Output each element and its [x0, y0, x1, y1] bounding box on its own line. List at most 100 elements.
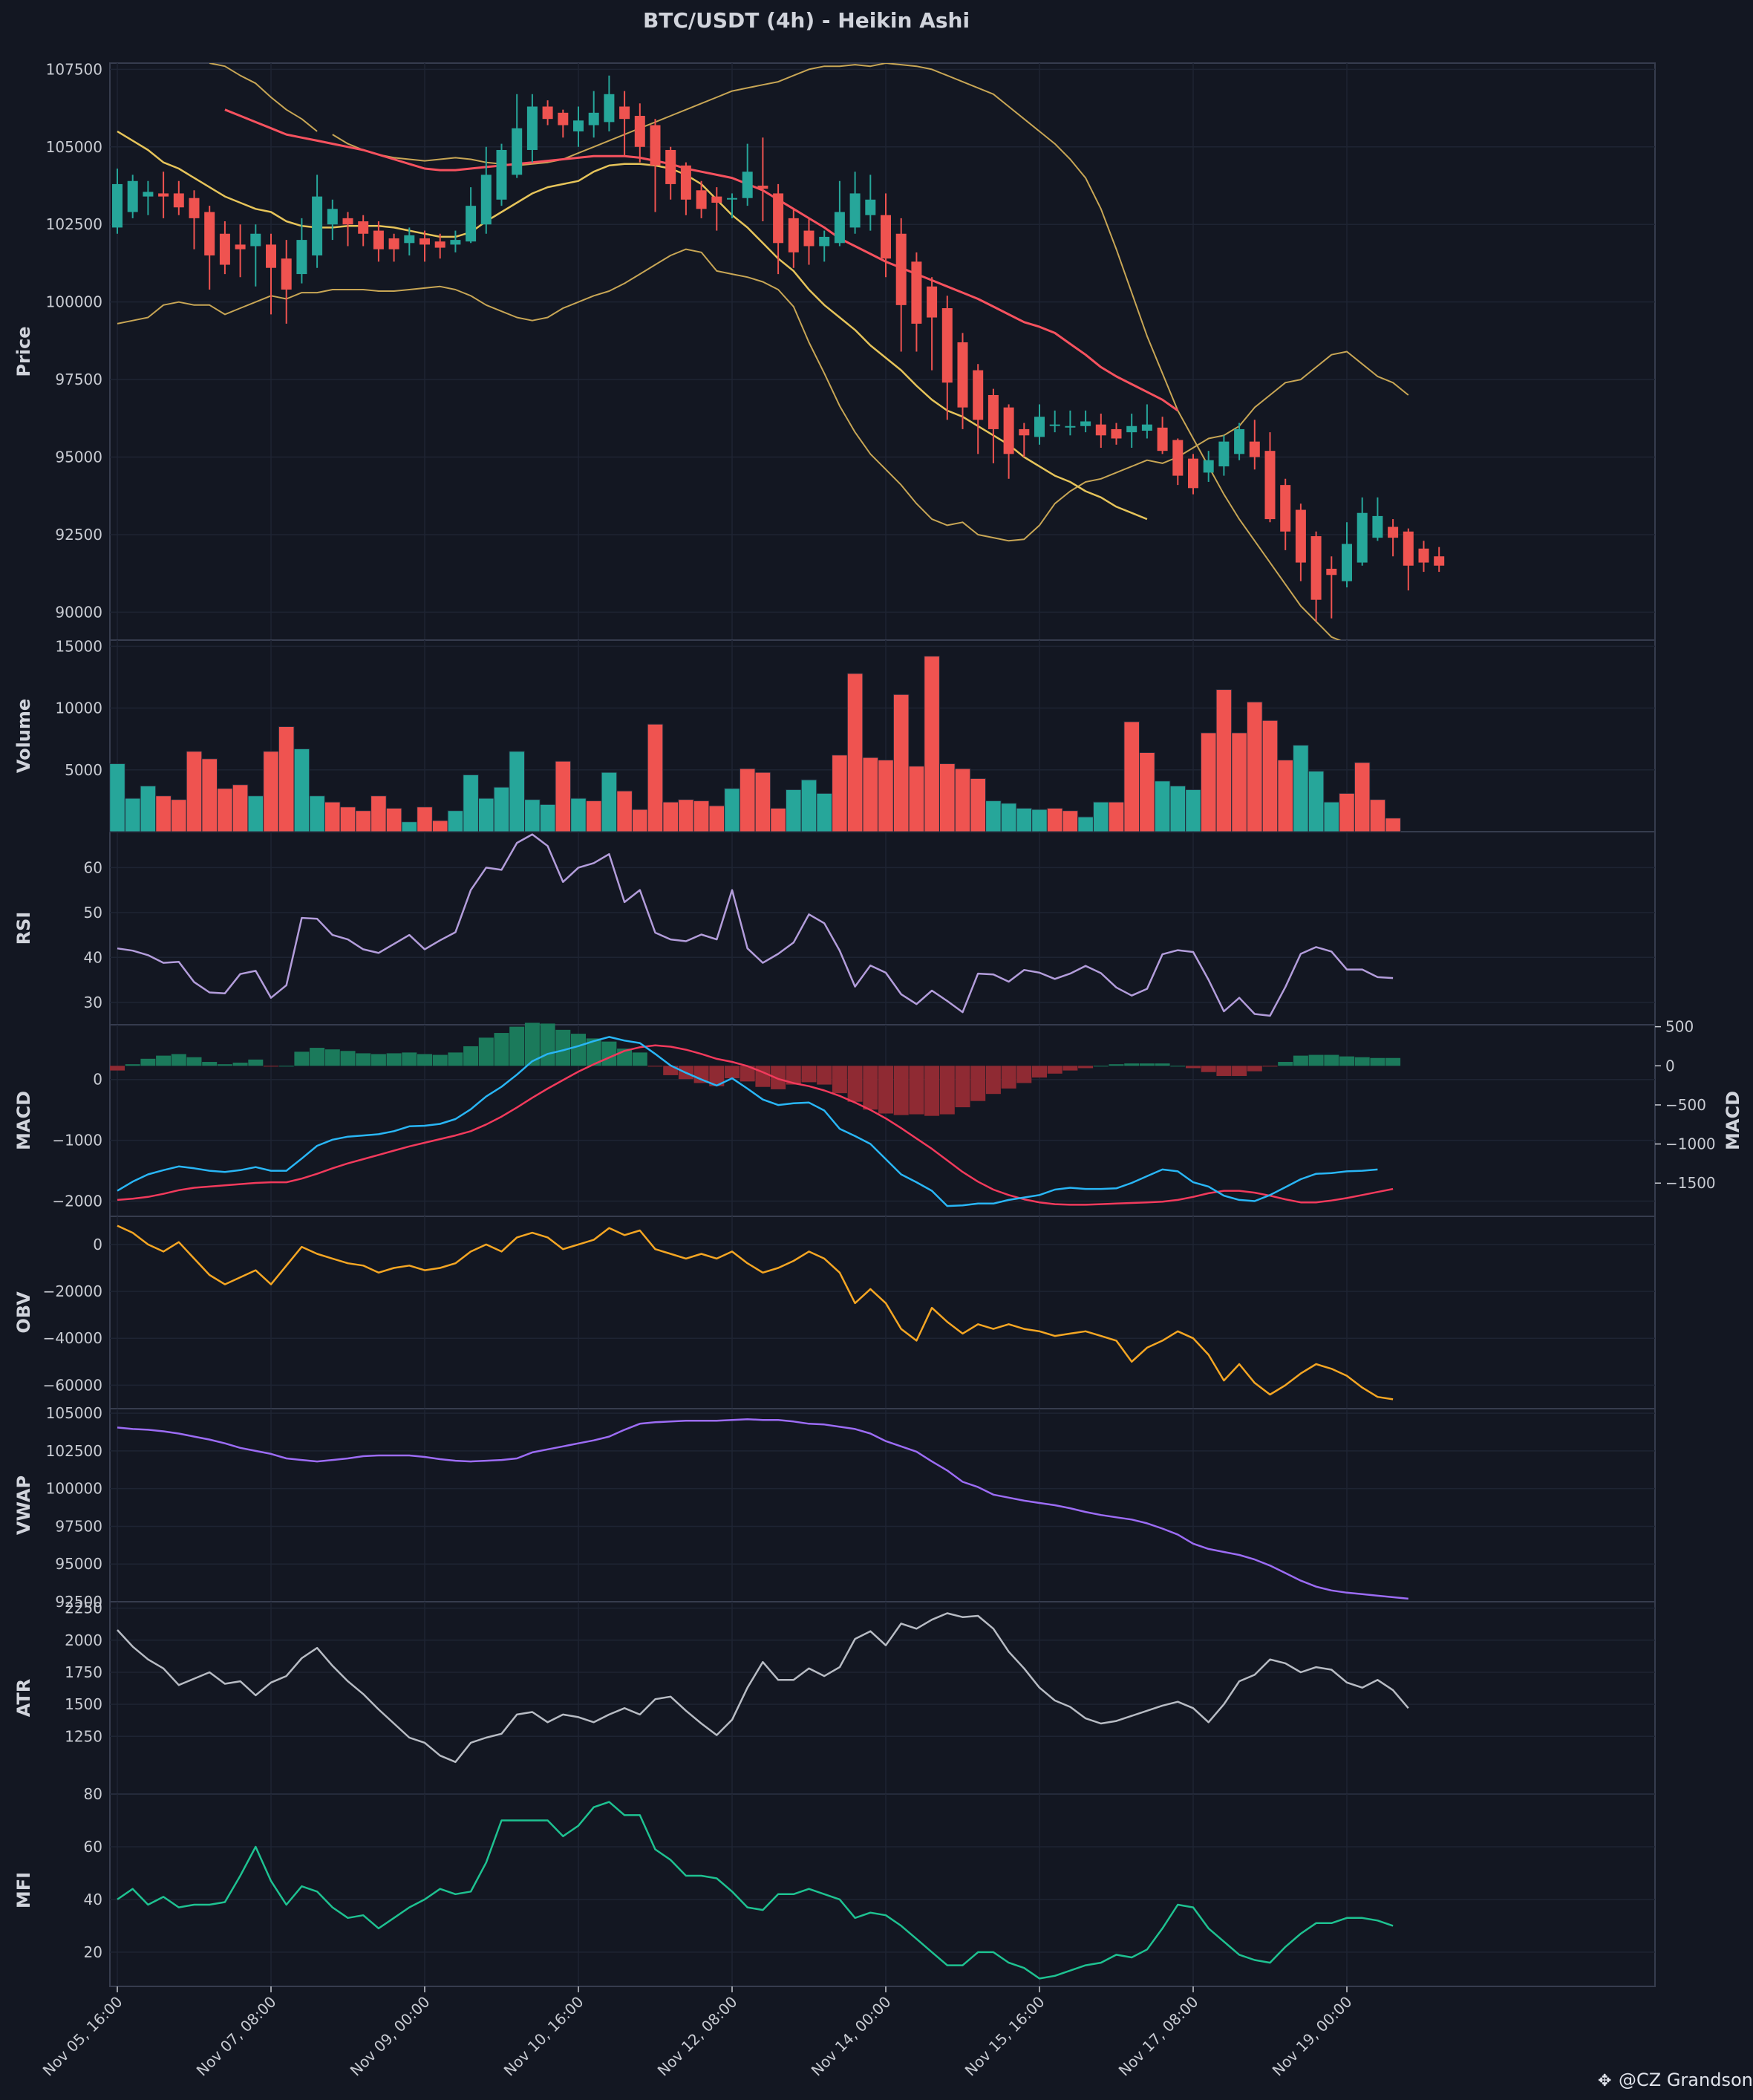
volume-bar	[1108, 801, 1125, 832]
candle-body	[420, 238, 430, 245]
candle-body	[1280, 485, 1291, 532]
candle-body	[773, 193, 784, 244]
volume-bar	[339, 806, 356, 832]
candle-body	[1141, 424, 1152, 431]
macd-hist-bar	[755, 1066, 771, 1087]
candle-body	[1357, 512, 1368, 563]
candle-body	[742, 172, 753, 198]
macd-hist-bar	[494, 1033, 509, 1066]
vwap-ytick-label: 105000	[46, 1404, 102, 1422]
volume-bar	[417, 806, 433, 832]
volume-bar	[1261, 720, 1279, 832]
macd-hist-bar	[924, 1066, 940, 1116]
volume-bar	[770, 807, 786, 832]
candle-body	[1203, 460, 1214, 473]
volume-bar	[662, 801, 679, 832]
macd-hist-bar	[801, 1066, 817, 1083]
price-ytick-label: 97500	[55, 371, 102, 388]
volume-bar	[970, 777, 987, 832]
volume-bar	[647, 723, 664, 832]
macd-hist-bar	[356, 1053, 371, 1066]
volume-bar	[124, 798, 141, 832]
macd-hist-bar	[832, 1066, 847, 1094]
volume-bar	[201, 758, 218, 832]
macd-right-ylabel: MACD	[1723, 1091, 1743, 1150]
candle-body	[680, 165, 691, 200]
candle-body	[127, 180, 138, 212]
candle-body	[358, 221, 369, 234]
price-ytick-label: 95000	[55, 449, 102, 466]
macd-right-tick-label: 0	[1665, 1057, 1675, 1075]
candle-body	[450, 240, 461, 245]
candle-body	[1234, 428, 1245, 454]
candle-body	[711, 196, 722, 203]
vwap-ytick-label: 100000	[46, 1480, 102, 1498]
candle-body	[881, 215, 891, 259]
rsi-ytick-label: 40	[84, 948, 102, 966]
candle-body	[1003, 407, 1014, 454]
atr-panel: 1250 1500 1750 2000 2250 ATR	[13, 1600, 1656, 1795]
candle-body	[1403, 531, 1414, 566]
candle-body	[266, 244, 276, 268]
candle-body	[1264, 451, 1276, 520]
macd-hist-bar	[370, 1054, 386, 1066]
volume-bar	[954, 768, 971, 832]
candle-body	[542, 106, 553, 120]
volume-bar	[263, 751, 279, 832]
candle-body	[619, 106, 630, 120]
candle-body	[911, 261, 922, 324]
volume-bar	[431, 820, 448, 832]
volume-bar	[401, 821, 418, 832]
macd-panel: −2000 −1000 0 MACD	[13, 1024, 1656, 1217]
macd-hist-bar	[632, 1052, 647, 1066]
watermark: ✥ @CZ Grandson	[1598, 2070, 1753, 2090]
volume-bar	[509, 751, 526, 832]
volume-bar	[1354, 762, 1371, 832]
candle-body	[404, 235, 415, 244]
macd-hist-bar	[939, 1066, 955, 1115]
volume-bar	[324, 801, 341, 832]
volume-bar	[585, 800, 602, 832]
macd-hist-bar	[417, 1054, 432, 1066]
mfi-line	[117, 1801, 1394, 1980]
volume-bar	[1139, 751, 1155, 832]
volume-bar	[493, 786, 510, 832]
panels-layer: 9000092500950009750010000010250010500010…	[13, 60, 1743, 1987]
volume-bar	[247, 795, 264, 832]
macd-hist-bar	[1293, 1055, 1308, 1066]
macd-hist-bar	[140, 1058, 156, 1066]
macd-hist-bar	[893, 1066, 909, 1115]
candle-body	[1126, 425, 1137, 433]
macd-hist-bar	[878, 1066, 893, 1114]
volume-bar	[1185, 789, 1201, 832]
macd-hist-bar	[863, 1066, 878, 1110]
macd-right-tick-label: −1500	[1665, 1174, 1716, 1192]
candle-body	[173, 193, 184, 208]
atr-ytick-label: 2000	[65, 1631, 102, 1649]
rsi-panel-frame	[109, 831, 1656, 1025]
candle-body	[373, 230, 384, 250]
candle-body	[1372, 515, 1383, 538]
macd-hist-bar	[1032, 1066, 1047, 1078]
candle-body	[849, 193, 861, 228]
vwap-ytick-label: 92500	[55, 1593, 102, 1611]
volume-bar	[570, 798, 587, 832]
macd-hist-bar	[294, 1051, 310, 1066]
bb-upper-left-line	[209, 63, 318, 132]
atr-ytick-label: 1250	[65, 1727, 102, 1745]
volume-bar	[1323, 801, 1340, 832]
candle-body	[250, 233, 261, 247]
volume-bar	[616, 790, 633, 832]
macd-hist-bar	[509, 1026, 525, 1066]
atr-ytick-label: 2250	[65, 1600, 102, 1617]
volume-bar	[632, 809, 648, 832]
macd-hist-bar	[463, 1046, 479, 1066]
candle-body	[895, 233, 907, 305]
mfi-ytick-label: 60	[84, 1838, 102, 1856]
macd-hist-bar	[1109, 1064, 1124, 1066]
macd-hist-bar	[110, 1066, 125, 1071]
macd-hist-bar	[1047, 1066, 1062, 1074]
volume-bar	[754, 772, 771, 832]
candle-body	[865, 199, 876, 215]
